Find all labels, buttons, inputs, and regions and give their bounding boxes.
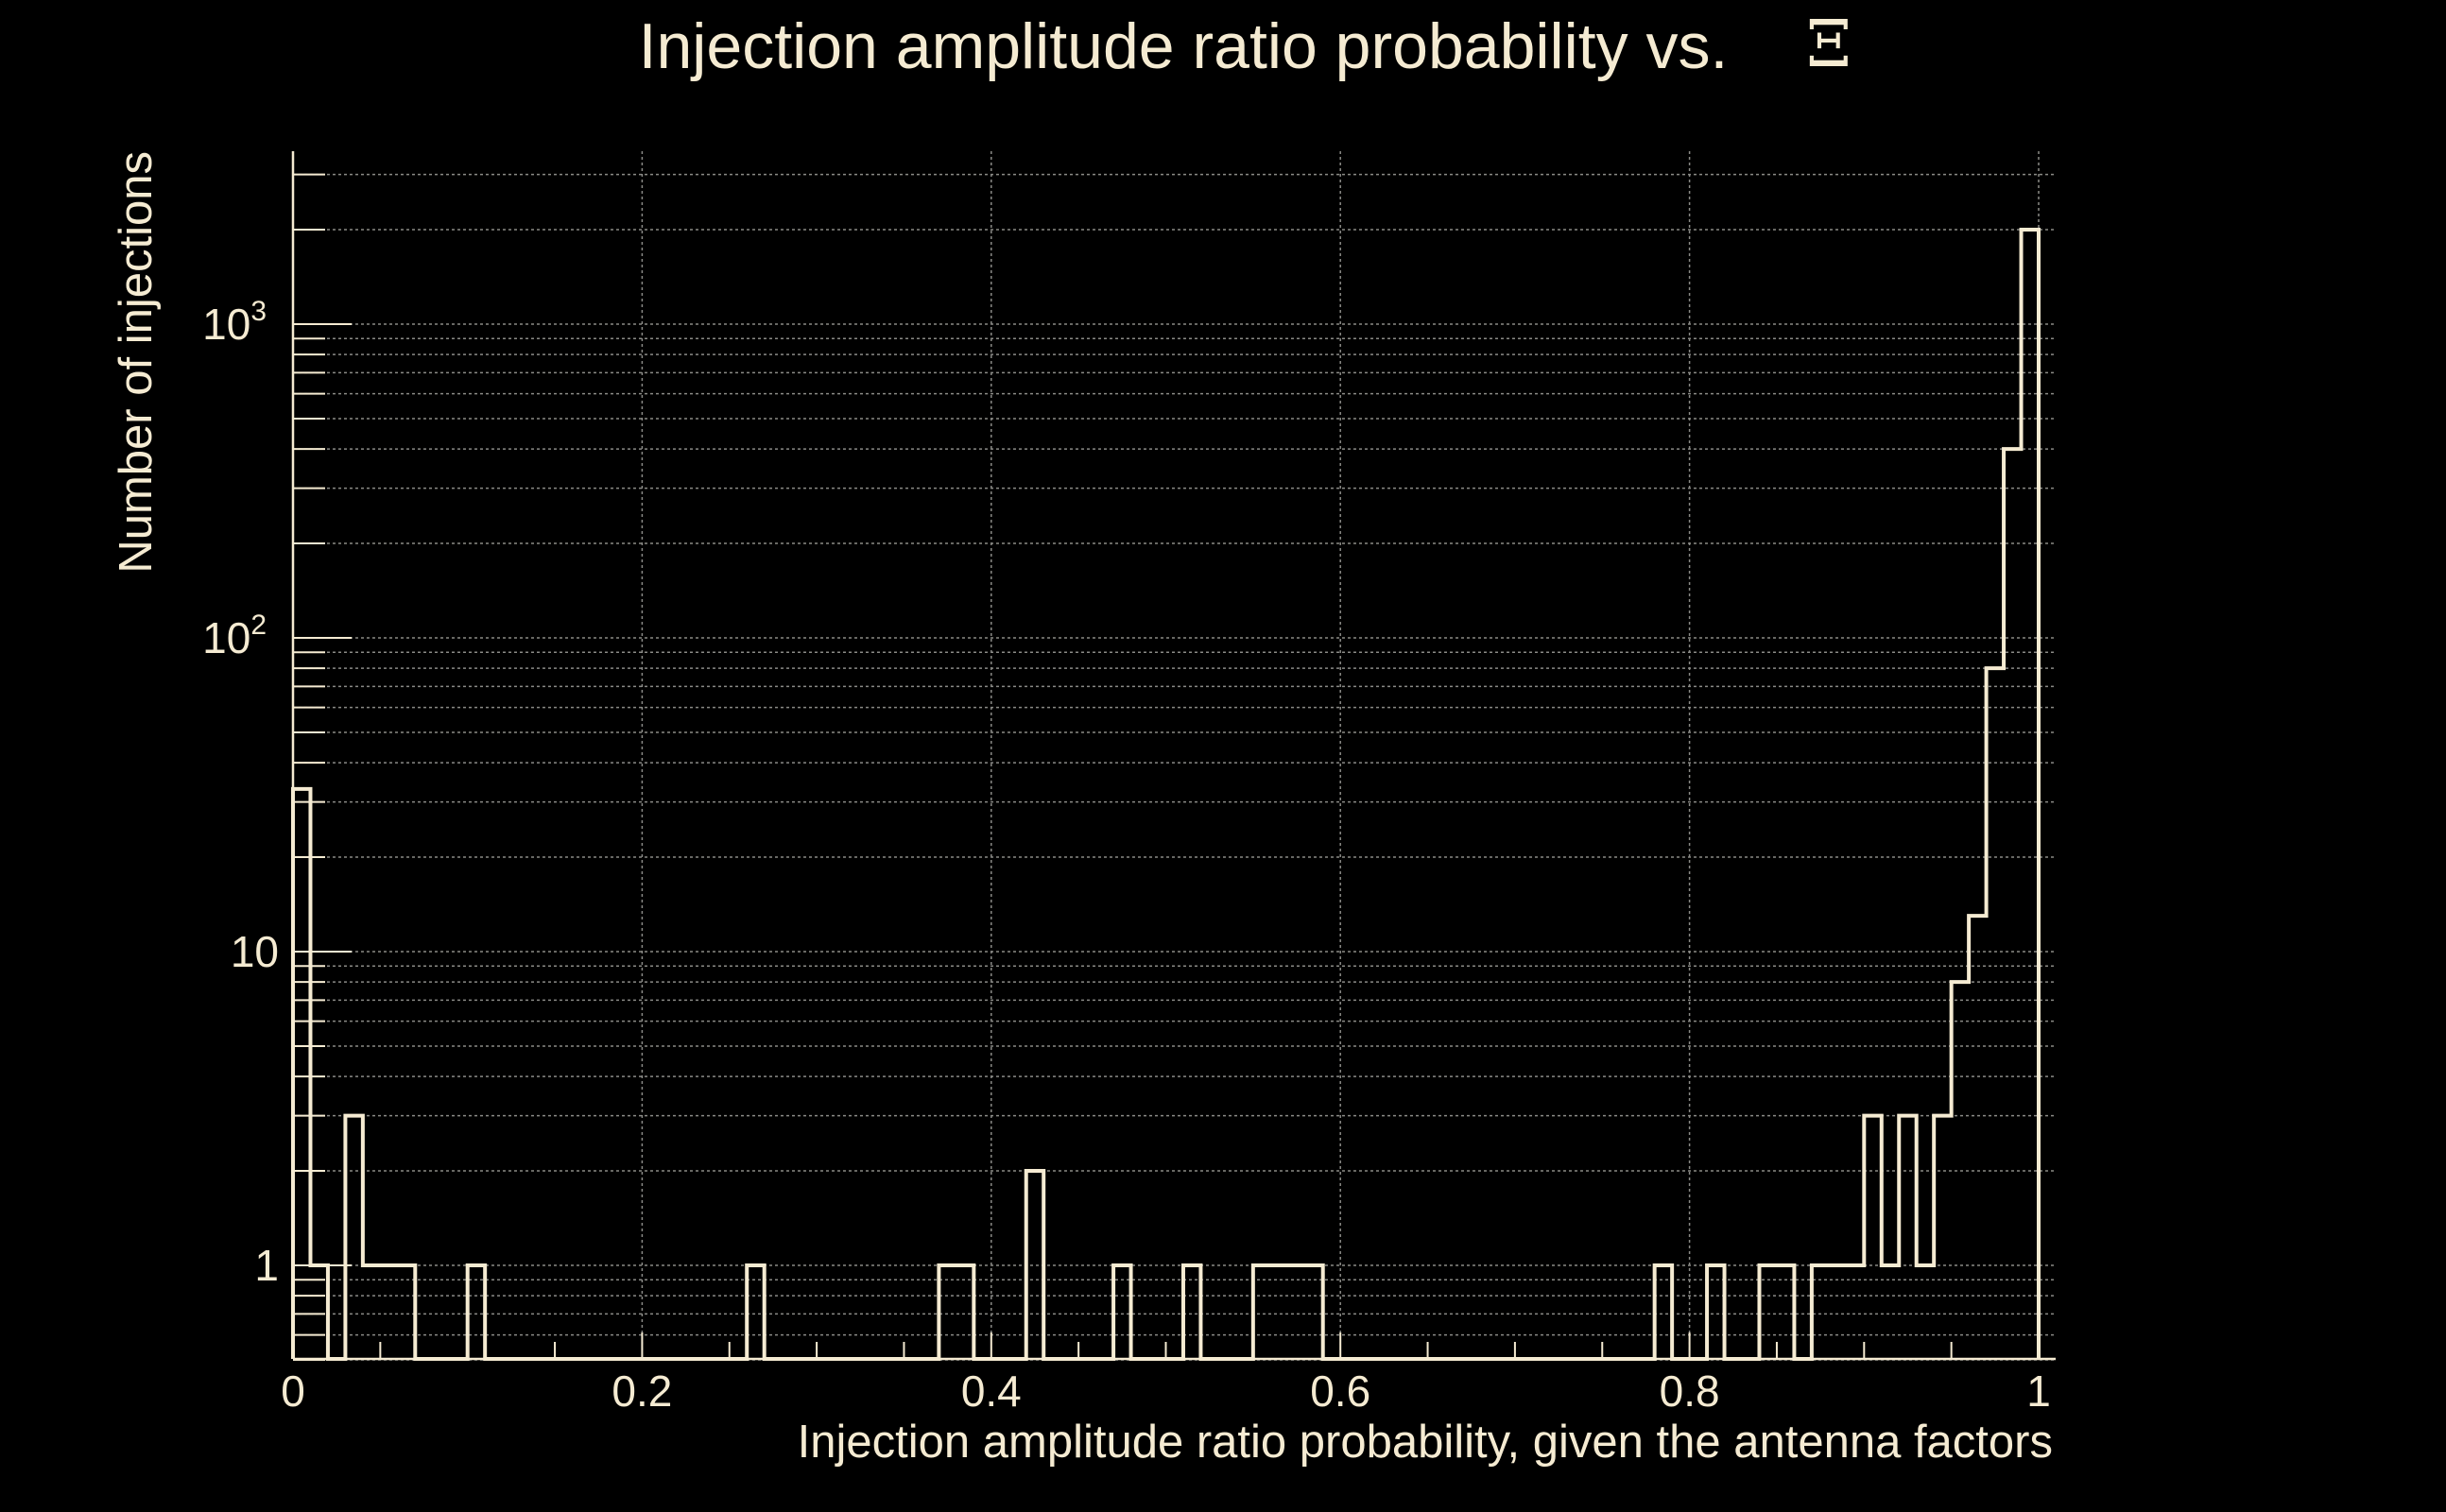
x-axis-label: Injection amplitude ratio probability, g…: [798, 1417, 2053, 1468]
histogram-outline: [291, 228, 2041, 1361]
x-tick-label: 0: [281, 1366, 305, 1416]
y-tick-label: 102: [202, 610, 267, 662]
y-tick-label: 1: [254, 1241, 279, 1290]
x-tick-label: 0.8: [1660, 1366, 1720, 1416]
y-tick-label: 103: [202, 296, 267, 349]
chart-title: Injection amplitude ratio probability vs…: [639, 10, 1729, 82]
x-tick-label: 0.2: [612, 1366, 672, 1416]
y-axis-label: Number of injections: [111, 151, 162, 574]
x-tick-label: 0.6: [1310, 1366, 1370, 1416]
y-tick-labels: 1 10 102 103: [202, 296, 279, 1290]
x-tick-label: 1: [2026, 1366, 2051, 1416]
x-tick-labels: 0 0.2 0.4 0.6 0.8 1: [281, 1366, 2051, 1416]
x-tick-label: 0.4: [961, 1366, 1022, 1416]
chart-title-symbol: Ξ: [1806, 8, 1852, 82]
y-tick-label: 10: [231, 927, 279, 976]
